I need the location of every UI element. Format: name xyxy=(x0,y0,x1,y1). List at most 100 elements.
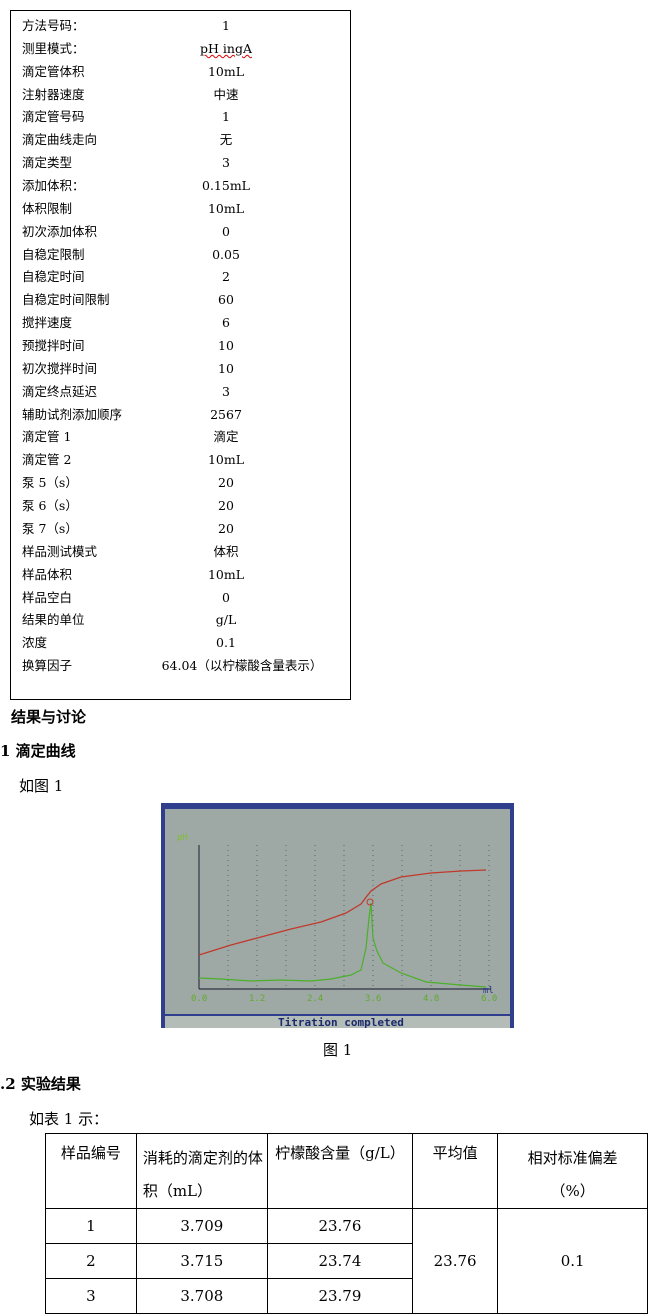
param-label: 浓度 xyxy=(22,635,48,651)
param-value: 3 xyxy=(222,155,230,171)
cell-sample: 2 xyxy=(45,1243,137,1279)
param-value: 0.05 xyxy=(212,246,240,262)
param-value: 6 xyxy=(222,315,230,331)
param-label: 测里模式： xyxy=(22,40,85,56)
x-tick-label: 6.0 xyxy=(481,994,497,1004)
param-value: 无 xyxy=(219,132,233,148)
param-label: 滴定管 2 xyxy=(22,452,72,468)
param-label: 自稳定时间 xyxy=(22,269,85,285)
param-label: 样品测试模式 xyxy=(22,543,98,559)
param-label: 初次添加体积 xyxy=(22,223,98,239)
figure-reference: 如图 1 xyxy=(19,777,64,795)
param-label: 泵 6（s） xyxy=(22,498,78,514)
param-label: 滴定曲线走向 xyxy=(22,132,98,148)
x-tick-label: 0.0 xyxy=(191,994,207,1004)
param-value: 0 xyxy=(222,589,230,605)
param-value: 2567 xyxy=(210,406,242,422)
param-label: 预搅拌时间 xyxy=(22,338,85,354)
param-value: 20 xyxy=(218,475,234,491)
cell-mean: 23.76 xyxy=(411,1208,499,1314)
param-value: 10 xyxy=(218,338,234,354)
cell-sample: 3 xyxy=(45,1278,137,1314)
param-value: 中速 xyxy=(213,86,239,102)
param-label: 添加体积： xyxy=(22,178,85,194)
header-sample-no: 样品编号 xyxy=(45,1133,137,1209)
param-label: 样品空白 xyxy=(22,589,73,605)
param-label: 体积限制 xyxy=(22,200,73,216)
param-label: 换算因子 xyxy=(22,658,73,674)
x-tick-label: 2.4 xyxy=(307,994,323,1004)
x-tick-label: 4.8 xyxy=(423,994,439,1004)
status-bar xyxy=(165,1016,510,1028)
param-value: 60 xyxy=(218,292,234,308)
param-label: 结果的单位 xyxy=(22,612,85,628)
param-label: 搅拌速度 xyxy=(22,315,73,331)
param-label: 泵 5（s） xyxy=(22,475,78,491)
param-value: 3 xyxy=(222,383,230,399)
param-label: 泵 7（s） xyxy=(22,520,78,536)
subsection-heading-curve: 1 滴定曲线 xyxy=(0,742,76,760)
param-label: 自稳定限制 xyxy=(22,246,85,262)
param-value: 1 xyxy=(222,109,230,125)
param-value: 64.04（以柠檬酸含量表示） xyxy=(161,658,323,674)
header-rsd: 相对标准偏差（%） xyxy=(497,1133,648,1209)
y-axis-label: pH xyxy=(177,833,188,843)
x-axis-unit: ml xyxy=(483,986,494,996)
screen-background xyxy=(165,809,510,1014)
param-value: 0 xyxy=(222,223,230,239)
parameter-box xyxy=(10,10,351,700)
param-label: 滴定管号码 xyxy=(22,109,85,125)
titration-curve xyxy=(198,869,487,956)
header-volume: 消耗的滴定剂的体积（mL） xyxy=(135,1133,268,1209)
param-value: 10mL xyxy=(207,452,245,468)
param-label: 样品体积 xyxy=(22,566,73,582)
param-value: 20 xyxy=(218,498,234,514)
endpoint-marker xyxy=(366,898,374,906)
param-value: 10 xyxy=(218,360,234,376)
param-value: 10mL xyxy=(207,566,245,582)
x-tick-label: 1.2 xyxy=(249,994,265,1004)
param-label: 注射器速度 xyxy=(22,86,85,102)
param-label: 滴定管 1 xyxy=(22,429,72,445)
param-label: 滴定类型 xyxy=(22,155,73,171)
cell-volume: 3.709 xyxy=(135,1208,268,1244)
subsection-heading-results: .2 实验结果 xyxy=(0,1075,81,1093)
param-value: 0.15mL xyxy=(202,178,250,194)
param-value: 体积 xyxy=(213,543,239,559)
table-row: 1 3.709 23.76 23.76 0.1 xyxy=(45,1208,648,1314)
titration-curve-photo: pH ml 0.0 1.2 2.4 3.6 4.8 6.0 Titration compl… xyxy=(161,803,514,1028)
param-value: 2 xyxy=(222,269,230,285)
param-value: 1 xyxy=(222,18,230,33)
param-label: 方法号码： xyxy=(22,18,85,33)
param-label: 滴定管体积 xyxy=(22,63,85,79)
header-citric-acid: 柠檬酸含量（g/L） xyxy=(266,1133,414,1209)
table-row: 3 3.708 23.79 xyxy=(45,1278,648,1314)
param-value: pH ingA xyxy=(200,40,252,56)
param-label: 辅助试剂添加顺序 xyxy=(22,406,123,422)
param-value: 0.1 xyxy=(216,635,236,651)
derivative-curve xyxy=(198,902,487,988)
table-header-row: 样品编号 消耗的滴定剂的体积（mL） 柠檬酸含量（g/L） 平均值 相对标准偏差… xyxy=(45,1133,648,1209)
param-value: 20 xyxy=(218,520,234,536)
results-table: 样品编号 消耗的滴定剂的体积（mL） 柠檬酸含量（g/L） 平均值 相对标准偏差… xyxy=(45,1133,648,1314)
cell-rsd: 0.1 xyxy=(497,1208,648,1314)
param-label: 自稳定时间限制 xyxy=(22,292,110,308)
cell-content: 23.76 xyxy=(266,1208,414,1244)
param-label: 初次搅拌时间 xyxy=(22,360,98,376)
table-row: 2 3.715 23.74 xyxy=(45,1243,648,1279)
cell-content: 23.74 xyxy=(266,1243,414,1279)
figure-caption: 图 1 xyxy=(323,1041,353,1059)
param-value: 10mL xyxy=(207,63,245,79)
param-label: 滴定终点延迟 xyxy=(22,383,98,399)
param-value: g/L xyxy=(215,612,237,628)
cell-content: 23.79 xyxy=(266,1278,414,1314)
param-value: 滴定 xyxy=(213,429,239,445)
cell-volume: 3.715 xyxy=(135,1243,268,1279)
x-tick-label: 3.6 xyxy=(365,994,381,1004)
header-mean: 平均值 xyxy=(411,1133,499,1209)
status-text: Titration completed xyxy=(278,1016,404,1028)
table-reference: 如表 1 示： xyxy=(29,1110,109,1128)
param-value: 10mL xyxy=(207,200,245,216)
cell-volume: 3.708 xyxy=(135,1278,268,1314)
cell-sample: 1 xyxy=(45,1208,137,1244)
